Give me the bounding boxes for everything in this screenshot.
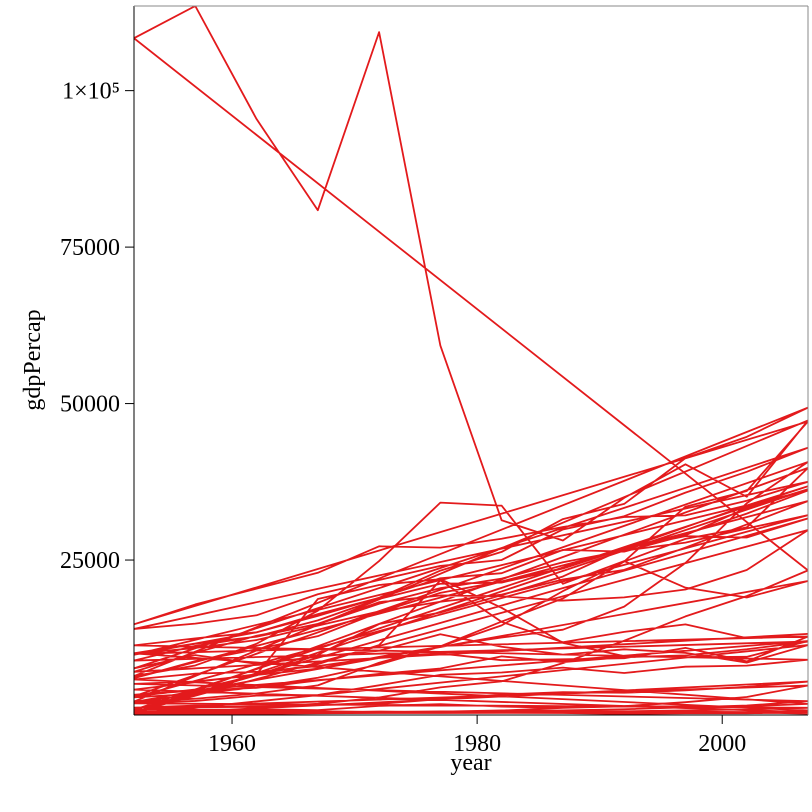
plot-area [134, 6, 808, 715]
x-tick-label: 1980 [453, 731, 501, 757]
y-axis-title: gdpPercap [20, 309, 46, 410]
x-axis-title: year [450, 750, 491, 776]
x-tick-label: 1960 [208, 731, 256, 757]
y-tick-label: 50000 [60, 392, 120, 418]
x-tick-label: 2000 [698, 731, 746, 757]
data-line [134, 6, 808, 715]
y-tick-label: 75000 [60, 235, 120, 261]
y-tick-label: 1×10⁵ [62, 79, 120, 105]
y-tick-label: 25000 [60, 548, 120, 574]
